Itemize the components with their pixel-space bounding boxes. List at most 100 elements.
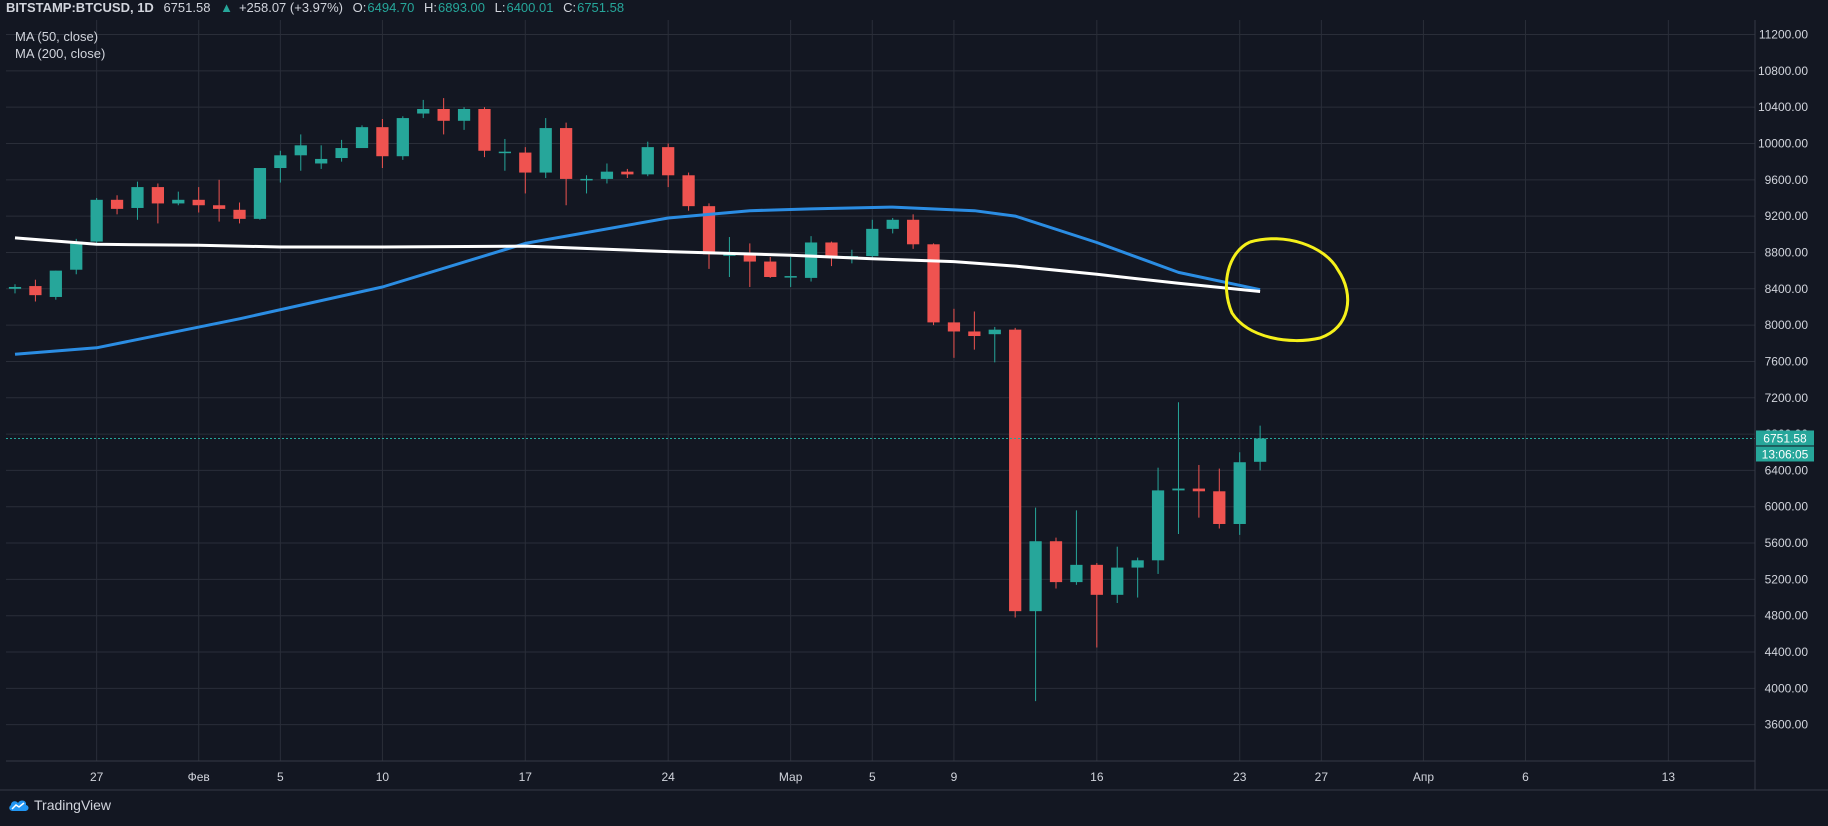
candle-body [192,199,205,206]
close-value: 6751.58 [577,0,625,15]
candle [1049,537,1063,589]
y-tick-label: 10400.00 [1758,100,1808,114]
candle-body [621,171,634,175]
candle-body [559,128,573,179]
candle [784,257,797,287]
indicator-ma200[interactable]: MA (200, close) [15,46,106,61]
candle [1253,425,1267,471]
candle-body [580,178,593,181]
candle [437,98,450,135]
candle [559,122,573,206]
candle-body [825,242,838,258]
candle-body [682,175,695,207]
candle-body [988,329,1001,335]
last-price: 6751.58 [163,0,211,15]
y-tick-label: 7600.00 [1765,354,1809,368]
x-tick-label: 17 [519,770,533,784]
candle [1192,464,1206,518]
candle-body [49,270,62,297]
candle-body [233,209,246,219]
candle [1009,327,1022,618]
y-tick-label: 9200.00 [1765,209,1809,223]
y-tick-label: 8800.00 [1765,245,1809,259]
x-tick-label: 6 [1522,770,1529,784]
candle-body [1253,438,1267,462]
candle [110,195,124,215]
candle-body [764,261,777,277]
y-tick-label: 6400.00 [1765,463,1809,477]
candle [233,202,246,224]
tradingview-logo[interactable]: TradingView [8,797,111,813]
candle [886,217,899,234]
candle [29,279,42,302]
candle [396,116,409,160]
y-tick-label: 10000.00 [1758,137,1808,151]
moving-averages [14,205,1261,356]
candle [1029,507,1042,702]
candle-body [539,128,552,173]
candle-body [478,108,491,151]
y-tick-label: 5600.00 [1765,536,1809,550]
grid [6,20,1755,761]
candle [1151,467,1165,574]
candle [641,141,654,177]
candle [580,175,593,194]
candle [723,237,736,277]
candle [172,191,185,206]
candle-body [1233,462,1246,524]
candle [1131,557,1144,598]
candle [1070,510,1083,585]
brand-name: TradingView [34,797,112,813]
low-value: 6400.01 [506,0,554,15]
candle [478,107,491,158]
price-tag: 6751.58 13:06:05 [1756,430,1814,462]
open-label: O: [352,0,367,15]
candle-body [1090,564,1103,595]
ma50-line [14,205,1261,356]
candle [621,168,634,179]
candle-body [641,147,654,175]
candle [988,326,1001,363]
candle-body [274,155,287,169]
x-tick-label: Апр [1413,770,1435,784]
candle [947,308,961,358]
y-tick-label: 9600.00 [1765,173,1809,187]
candle-body [172,199,185,204]
candle-body [702,206,716,255]
x-tick-label: Фев [188,770,210,784]
candle-body [1009,329,1022,612]
x-tick-label: Мар [779,770,803,784]
candle-body [253,168,267,219]
candles [8,98,1267,702]
candle [70,238,83,275]
candle [1111,546,1124,603]
x-tick-label: 5 [869,770,876,784]
candle-body [8,286,22,289]
candle-body [396,118,409,157]
candle [131,181,144,220]
candle [682,172,695,211]
candle-body [437,108,450,121]
candle [539,118,552,179]
candle [49,270,62,300]
x-tick-label: 10 [376,770,390,784]
candle [1233,452,1246,535]
candle-body [1192,488,1206,492]
y-tick-label: 6000.00 [1765,500,1809,514]
candle-body [1029,541,1042,612]
candle [151,183,165,224]
x-tick-label: 13 [1662,770,1676,784]
candle [8,284,22,294]
y-axis: 3600.00 4000.00 4400.00 4800.00 5200.00 5600.… [1758,28,1808,732]
indicator-ma50[interactable]: MA (50, close) [15,29,99,44]
candle-body [355,127,369,149]
symbol-title[interactable]: BITSTAMP:BTCUSD, 1D [6,0,154,15]
y-tick-label: 4400.00 [1765,645,1809,659]
candle [519,147,532,194]
candle-body [131,187,144,208]
price-change: +258.07 (+3.97%) [238,0,344,15]
candle-body [886,219,899,229]
candle-body [1049,541,1063,583]
y-tick-label: 4800.00 [1765,609,1809,623]
